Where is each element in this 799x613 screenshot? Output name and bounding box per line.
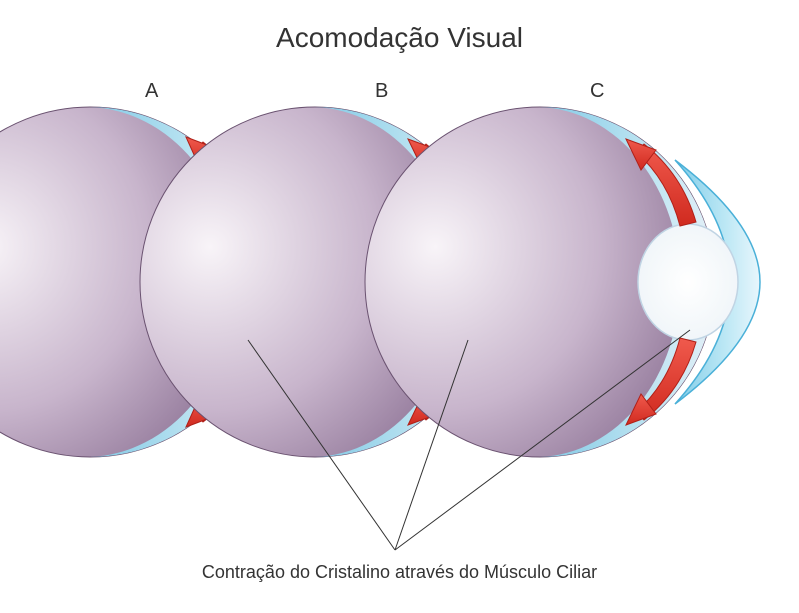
lens-c xyxy=(638,224,738,340)
panel-label-a: A xyxy=(145,80,158,103)
diagram-caption: Contração do Cristalino através do Múscu… xyxy=(0,562,799,583)
diagram-title: Acomodação Visual xyxy=(0,22,799,54)
panel-label-b: B xyxy=(375,80,388,103)
diagram-canvas xyxy=(0,0,799,613)
panel-label-c: C xyxy=(590,80,604,103)
eye-panel-c xyxy=(365,107,760,457)
